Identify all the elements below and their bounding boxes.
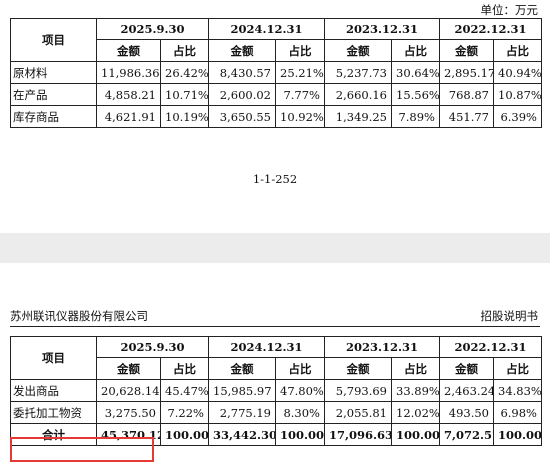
amount-header: 金额	[208, 357, 276, 380]
amount-cell: 20,628.14	[96, 379, 161, 402]
total-amount-cell: 33,442.30	[208, 423, 276, 446]
amount-cell: 1,349.25	[324, 105, 392, 128]
page-number: 1-1-252	[252, 172, 298, 186]
row-label: 库存商品	[10, 105, 97, 128]
ratio-header: 占比	[160, 39, 209, 62]
row-label: 委托加工物资	[10, 401, 97, 424]
item-header: 项目	[10, 336, 97, 380]
period-header: 2022.12.31	[439, 18, 542, 40]
amount-header: 金额	[208, 39, 276, 62]
amount-header: 金额	[96, 357, 161, 380]
amount-cell: 2,463.24	[439, 379, 494, 402]
amount-cell: 4,858.21	[96, 83, 161, 106]
document-page-bottom: 苏州联讯仪器股份有限公司 招股说明书 项目 2025.9.30 2024.12.…	[0, 263, 550, 466]
row-label: 在产品	[10, 83, 97, 106]
ratio-cell: 7.89%	[391, 105, 440, 128]
ratio-cell: 6.98%	[493, 401, 542, 424]
amount-cell: 2,775.19	[208, 401, 276, 424]
ratio-cell: 15.56%	[391, 83, 440, 106]
ratio-cell: 8.30%	[275, 401, 325, 424]
ratio-header: 占比	[275, 39, 325, 62]
ratio-cell: 30.64%	[391, 61, 440, 84]
amount-cell: 8,430.57	[208, 61, 276, 84]
total-amount-cell: 45,370.12	[96, 423, 161, 446]
amount-header: 金额	[324, 39, 392, 62]
table-row: 原材料 11,986.36 26.42% 8,430.57 25.21% 5,2…	[10, 61, 542, 84]
amount-cell: 493.50	[439, 401, 494, 424]
ratio-cell: 10.71%	[160, 83, 209, 106]
total-amount-cell: 17,096.63	[324, 423, 392, 446]
amount-cell: 3,275.50	[96, 401, 161, 424]
ratio-cell: 34.83%	[493, 379, 542, 402]
total-amount-cell: 7,072.57	[439, 423, 494, 446]
amount-cell: 11,986.36	[96, 61, 161, 84]
amount-header: 金额	[324, 357, 392, 380]
document-title: 招股说明书	[480, 309, 539, 323]
inventory-table-part2: 项目 2025.9.30 2024.12.31 2023.12.31 2022.…	[10, 336, 542, 446]
period-header: 2023.12.31	[324, 336, 440, 358]
unit-label: 单位：万元	[480, 3, 539, 17]
ratio-header: 占比	[391, 357, 440, 380]
amount-cell: 768.87	[439, 83, 494, 106]
amount-cell: 2,660.16	[324, 83, 392, 106]
period-header: 2024.12.31	[208, 336, 325, 358]
ratio-cell: 6.39%	[493, 105, 542, 128]
amount-cell: 4,621.91	[96, 105, 161, 128]
table-row: 委托加工物资 3,275.50 7.22% 2,775.19 8.30% 2,0…	[10, 401, 542, 424]
amount-cell: 2,895.17	[439, 61, 494, 84]
total-ratio-cell: 100.00%	[160, 423, 209, 446]
document-page-top: 单位：万元 项目 2025.9.30 2024.12.31 2023.12.31…	[10, 3, 542, 186]
header-divider	[10, 326, 540, 327]
amount-header: 金额	[439, 39, 494, 62]
ratio-cell: 33.89%	[391, 379, 440, 402]
item-header: 项目	[10, 18, 97, 62]
amount-header: 金额	[96, 39, 161, 62]
ratio-cell: 10.19%	[160, 105, 209, 128]
ratio-header: 占比	[391, 39, 440, 62]
ratio-header: 占比	[493, 357, 542, 380]
ratio-cell: 10.87%	[493, 83, 542, 106]
total-ratio-cell: 100.00%	[275, 423, 325, 446]
ratio-cell: 7.77%	[275, 83, 325, 106]
amount-cell: 15,985.97	[208, 379, 276, 402]
period-header: 2024.12.31	[208, 18, 325, 40]
period-header: 2023.12.31	[324, 18, 440, 40]
page-break	[0, 233, 550, 263]
table-row: 库存商品 4,621.91 10.19% 3,650.55 10.92% 1,3…	[10, 105, 542, 128]
row-label: 发出商品	[10, 379, 97, 402]
total-label: 合计	[10, 423, 97, 446]
period-header: 2025.9.30	[96, 336, 209, 358]
total-ratio-cell: 100.00%	[391, 423, 440, 446]
period-header: 2022.12.31	[439, 336, 542, 358]
table-row: 在产品 4,858.21 10.71% 2,600.02 7.77% 2,660…	[10, 83, 542, 106]
ratio-cell: 26.42%	[160, 61, 209, 84]
amount-cell: 3,650.55	[208, 105, 276, 128]
amount-cell: 5,237.73	[324, 61, 392, 84]
ratio-cell: 45.47%	[160, 379, 209, 402]
ratio-cell: 7.22%	[160, 401, 209, 424]
ratio-cell: 40.94%	[493, 61, 542, 84]
ratio-cell: 12.02%	[391, 401, 440, 424]
row-label: 原材料	[10, 61, 97, 84]
amount-cell: 2,055.81	[324, 401, 392, 424]
ratio-cell: 10.92%	[275, 105, 325, 128]
company-name: 苏州联讯仪器股份有限公司	[10, 309, 148, 323]
inventory-table-part1: 项目 2025.9.30 2024.12.31 2023.12.31 2022.…	[10, 18, 542, 128]
amount-cell: 2,600.02	[208, 83, 276, 106]
amount-cell: 5,793.69	[324, 379, 392, 402]
table-row: 发出商品 20,628.14 45.47% 15,985.97 47.80% 5…	[10, 379, 542, 402]
period-header: 2025.9.30	[96, 18, 209, 40]
amount-cell: 451.77	[439, 105, 494, 128]
ratio-header: 占比	[160, 357, 209, 380]
ratio-header: 占比	[275, 357, 325, 380]
amount-header: 金额	[439, 357, 494, 380]
ratio-cell: 25.21%	[275, 61, 325, 84]
total-row: 合计 45,370.12 100.00% 33,442.30 100.00% 1…	[10, 423, 542, 446]
total-ratio-cell: 100.00%	[493, 423, 542, 446]
ratio-cell: 47.80%	[275, 379, 325, 402]
ratio-header: 占比	[493, 39, 542, 62]
